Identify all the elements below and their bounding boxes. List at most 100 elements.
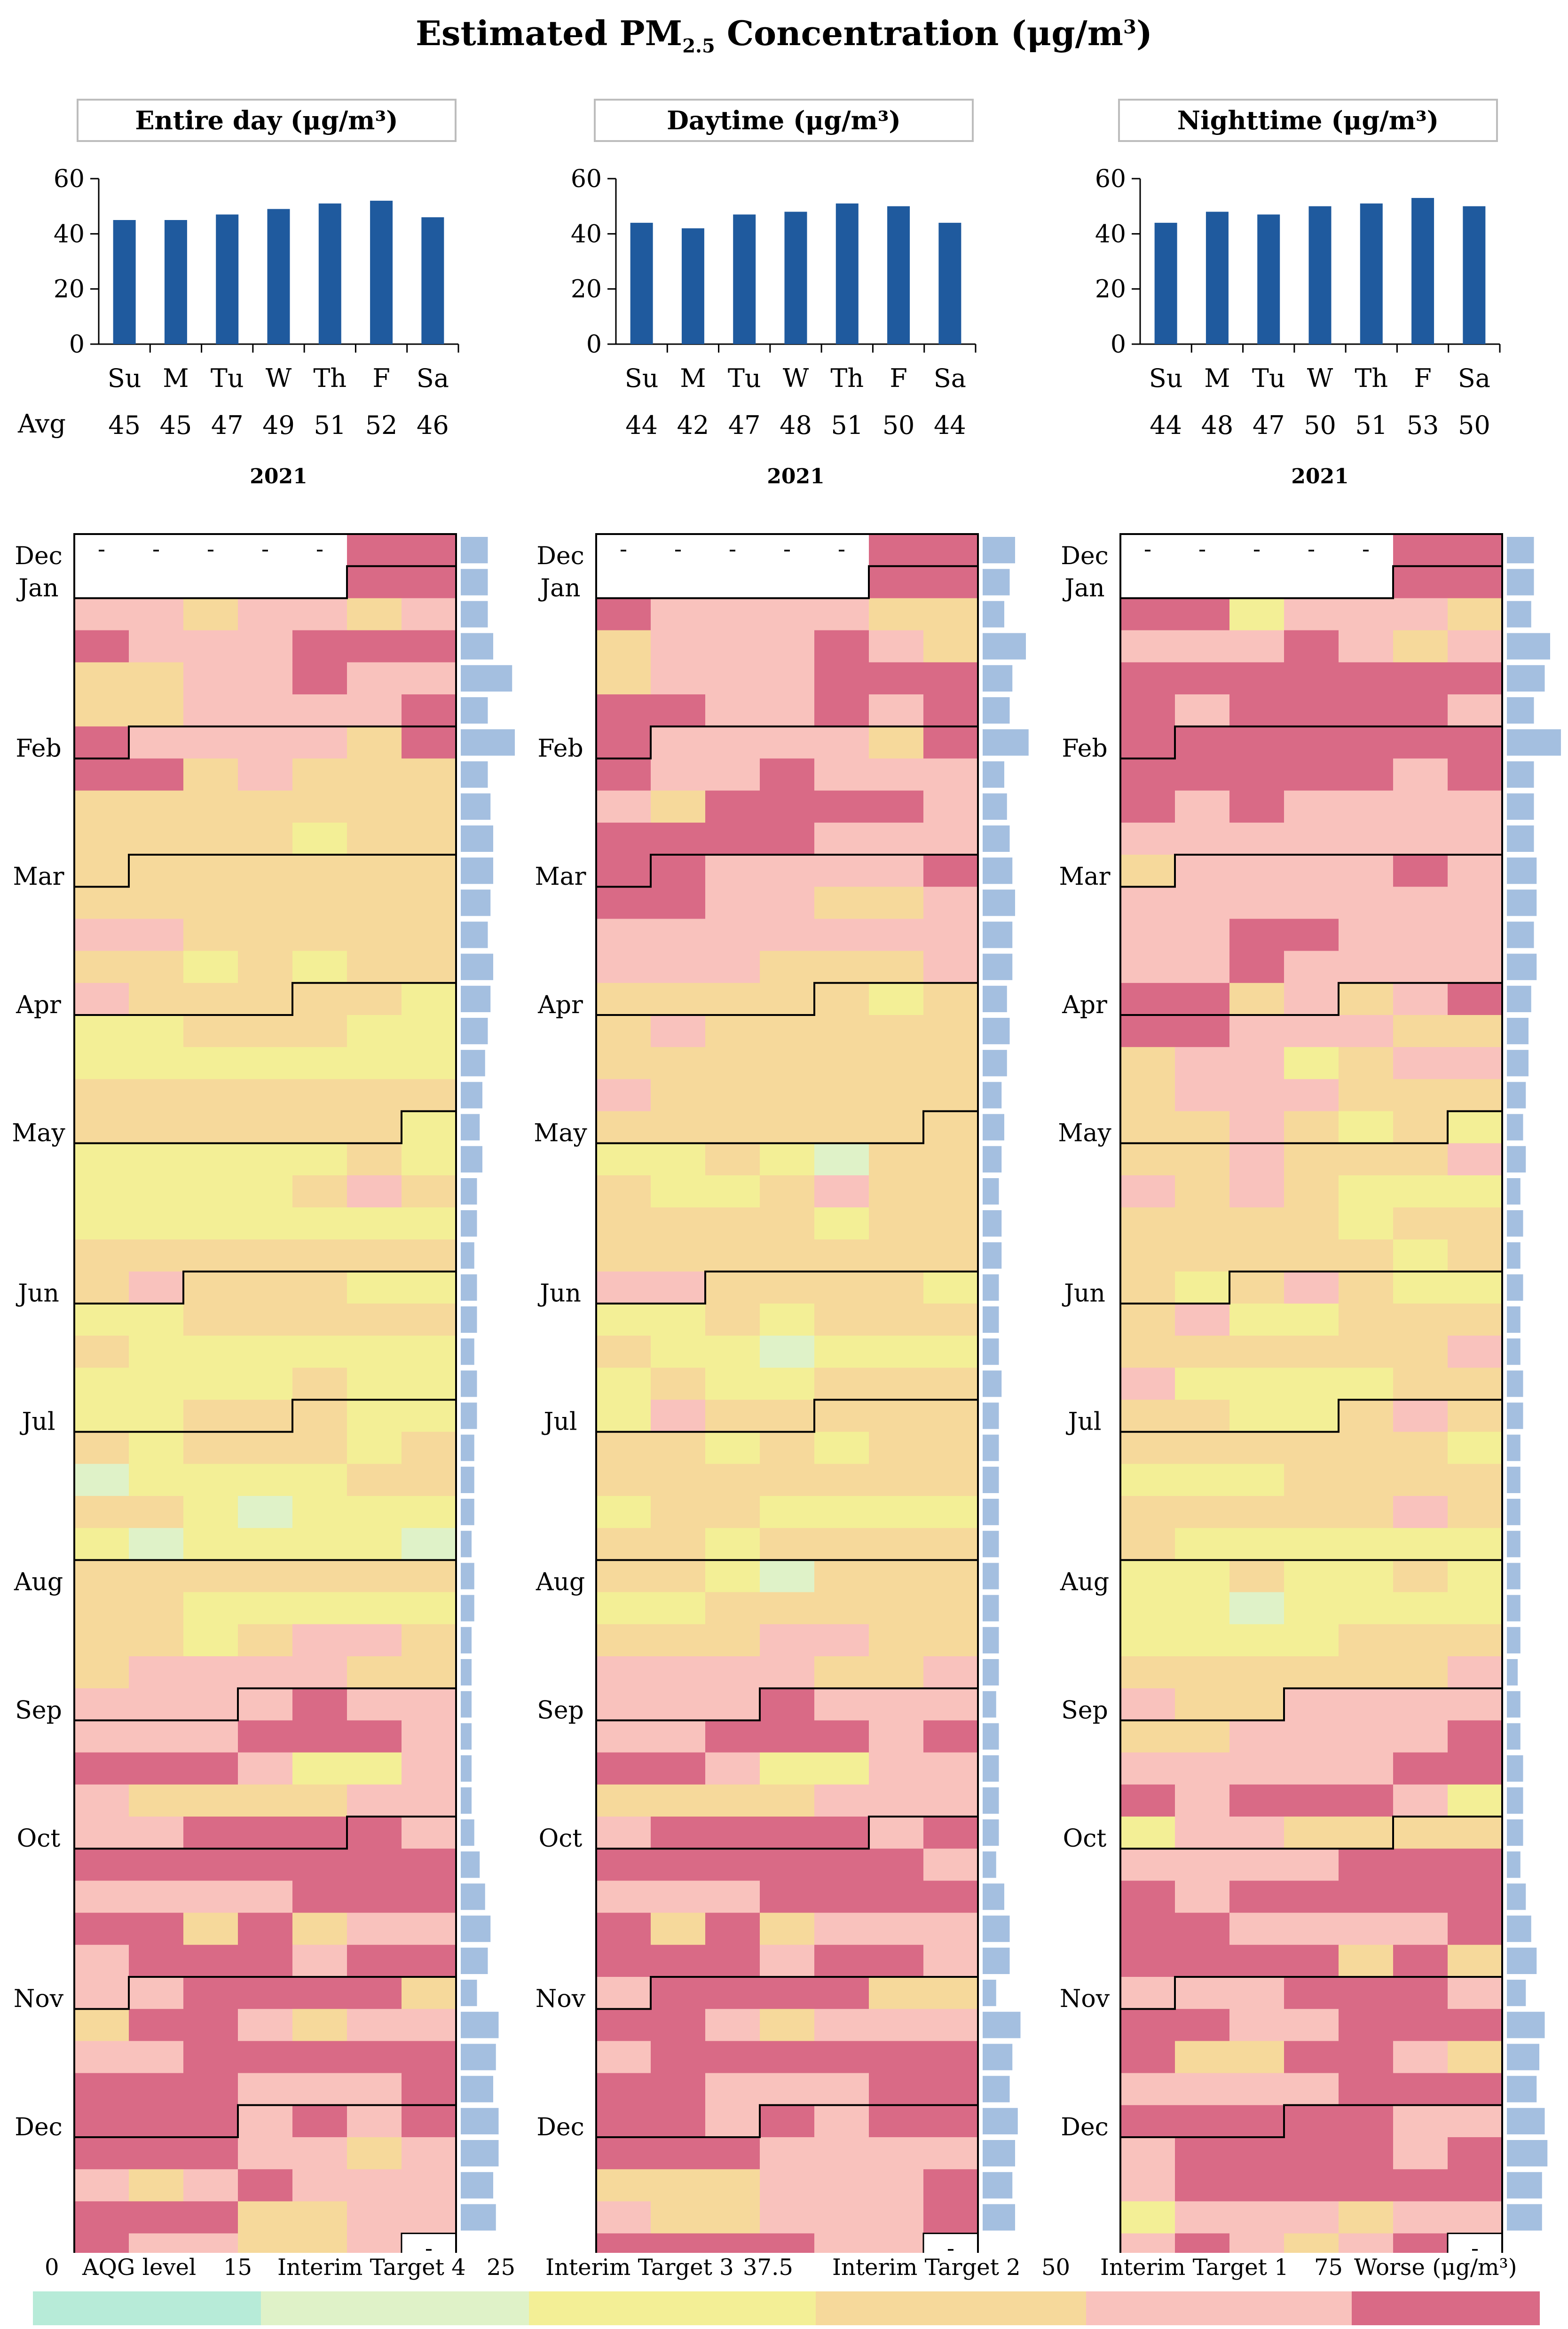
calendar-cell — [869, 758, 924, 791]
avg-value: 49 — [262, 410, 295, 440]
weekly-bar — [461, 1819, 474, 1846]
calendar-cell — [1120, 2201, 1175, 2234]
calendar-cell — [238, 1977, 293, 2009]
calendar-cell — [1393, 1528, 1448, 1560]
calendar-cell — [129, 1303, 184, 1336]
calendar-cell — [1229, 1496, 1284, 1528]
calendar-cell — [1448, 951, 1503, 984]
calendar-cell — [1339, 1656, 1394, 1689]
calendar-cell — [1175, 855, 1230, 887]
calendar-cell — [1175, 1977, 1230, 2009]
bar-chart-nighttime: 0 20 40 60 Su 44 M 48 Tu 47 W 50 Th 51 F 53 Sa 50 2021 — [1095, 165, 1501, 488]
calendar-cell — [1339, 1849, 1394, 1881]
calendar-cell — [1284, 1303, 1339, 1336]
calendar-cell — [292, 1175, 347, 1208]
calendar-cell — [1229, 1303, 1284, 1336]
x-tick-label: Th — [1355, 363, 1388, 393]
calendar-cell — [1120, 1015, 1175, 1047]
calendar-cell — [1229, 1849, 1284, 1881]
calendar-cell — [1448, 1015, 1503, 1047]
calendar-cell — [705, 662, 760, 695]
weekly-bar — [461, 569, 488, 596]
calendar-cell — [1120, 1624, 1175, 1657]
calendar-cell — [402, 566, 457, 598]
calendar-cell — [402, 1400, 457, 1432]
calendar-cell — [814, 758, 869, 791]
calendar-cell — [651, 1817, 706, 1849]
calendar-cell — [183, 1432, 238, 1464]
calendar-cell — [129, 983, 184, 1015]
calendar-cell — [651, 2201, 706, 2234]
calendar-cell — [292, 1207, 347, 1240]
calendar-cell — [1448, 662, 1503, 695]
month-label: Apr — [1062, 991, 1107, 1019]
month-label: Jun — [16, 1280, 59, 1308]
calendar-cell — [129, 1528, 184, 1560]
calendar-cell — [1393, 2201, 1448, 2234]
bar-Su — [630, 222, 653, 344]
calendar-cell — [1175, 1047, 1230, 1079]
calendar-cell — [1284, 2073, 1339, 2106]
weekly-bar — [1507, 1755, 1523, 1782]
calendar-cell — [1448, 855, 1503, 887]
calendar-cell — [292, 1271, 347, 1304]
year-label: 2021 — [250, 464, 307, 488]
calendar-cell — [183, 726, 238, 759]
calendar-cell — [760, 1079, 815, 1112]
calendar-cell — [760, 758, 815, 791]
calendar-cell — [1229, 2009, 1284, 2041]
weekly-bar — [461, 858, 493, 884]
calendar-cell — [1284, 2041, 1339, 2074]
nodata-mark: - — [1308, 536, 1315, 562]
calendar-cell — [814, 1175, 869, 1208]
calendar-cell — [596, 1624, 651, 1657]
calendar-cell — [292, 598, 347, 631]
month-boundary — [596, 1976, 978, 2010]
calendar-cell — [705, 1432, 760, 1464]
weekly-bar — [461, 1691, 472, 1718]
calendar-cell — [1229, 1368, 1284, 1400]
calendar-cell — [1339, 758, 1394, 791]
calendar-cell — [402, 1463, 457, 1496]
calendar-cell — [1284, 2009, 1339, 2041]
calendar-cell — [292, 1849, 347, 1881]
calendar-cell — [183, 1336, 238, 1368]
calendar-cell — [74, 1912, 129, 1945]
calendar-cell — [596, 855, 651, 887]
legend-label: AQG level — [82, 2254, 197, 2281]
legend-label: Interim Target 3 — [545, 2254, 734, 2281]
weekly-bar — [983, 2108, 1018, 2134]
calendar-cell — [1284, 1432, 1339, 1464]
calendar-cell — [238, 1047, 293, 1079]
calendar-cell — [651, 2041, 706, 2074]
calendar-cell — [238, 1849, 293, 1881]
calendar-cell — [183, 662, 238, 695]
calendar-cell — [1175, 919, 1230, 952]
calendar-cell — [1229, 1624, 1284, 1657]
calendar-cell — [651, 1784, 706, 1817]
calendar-cell — [814, 694, 869, 727]
weekly-bar — [1507, 1114, 1523, 1141]
weekly-bar — [1507, 569, 1534, 596]
calendar-cell — [402, 1496, 457, 1528]
calendar-cell — [814, 1079, 869, 1112]
calendar-cell — [1175, 1271, 1230, 1304]
calendar-cell — [1393, 887, 1448, 919]
calendar-cell — [74, 1336, 129, 1368]
calendar-cell — [760, 2169, 815, 2202]
calendar-cell — [1393, 1592, 1448, 1625]
calendar-cell — [923, 1175, 978, 1208]
calendar-cell — [1448, 1271, 1503, 1304]
calendar-cell — [1175, 2233, 1230, 2253]
calendar-cell — [238, 1079, 293, 1112]
calendar-cell — [869, 1271, 924, 1304]
calendar-cell — [869, 1400, 924, 1432]
calendar-cell — [814, 1752, 869, 1785]
weekly-bar — [1507, 1723, 1521, 1750]
calendar-cell — [1393, 822, 1448, 855]
calendar-cell — [238, 2105, 293, 2138]
calendar-cell — [705, 1111, 760, 1144]
calendar-cell — [238, 1784, 293, 1817]
calendar-cell — [1393, 1463, 1448, 1496]
weekly-bar — [461, 2108, 499, 2134]
